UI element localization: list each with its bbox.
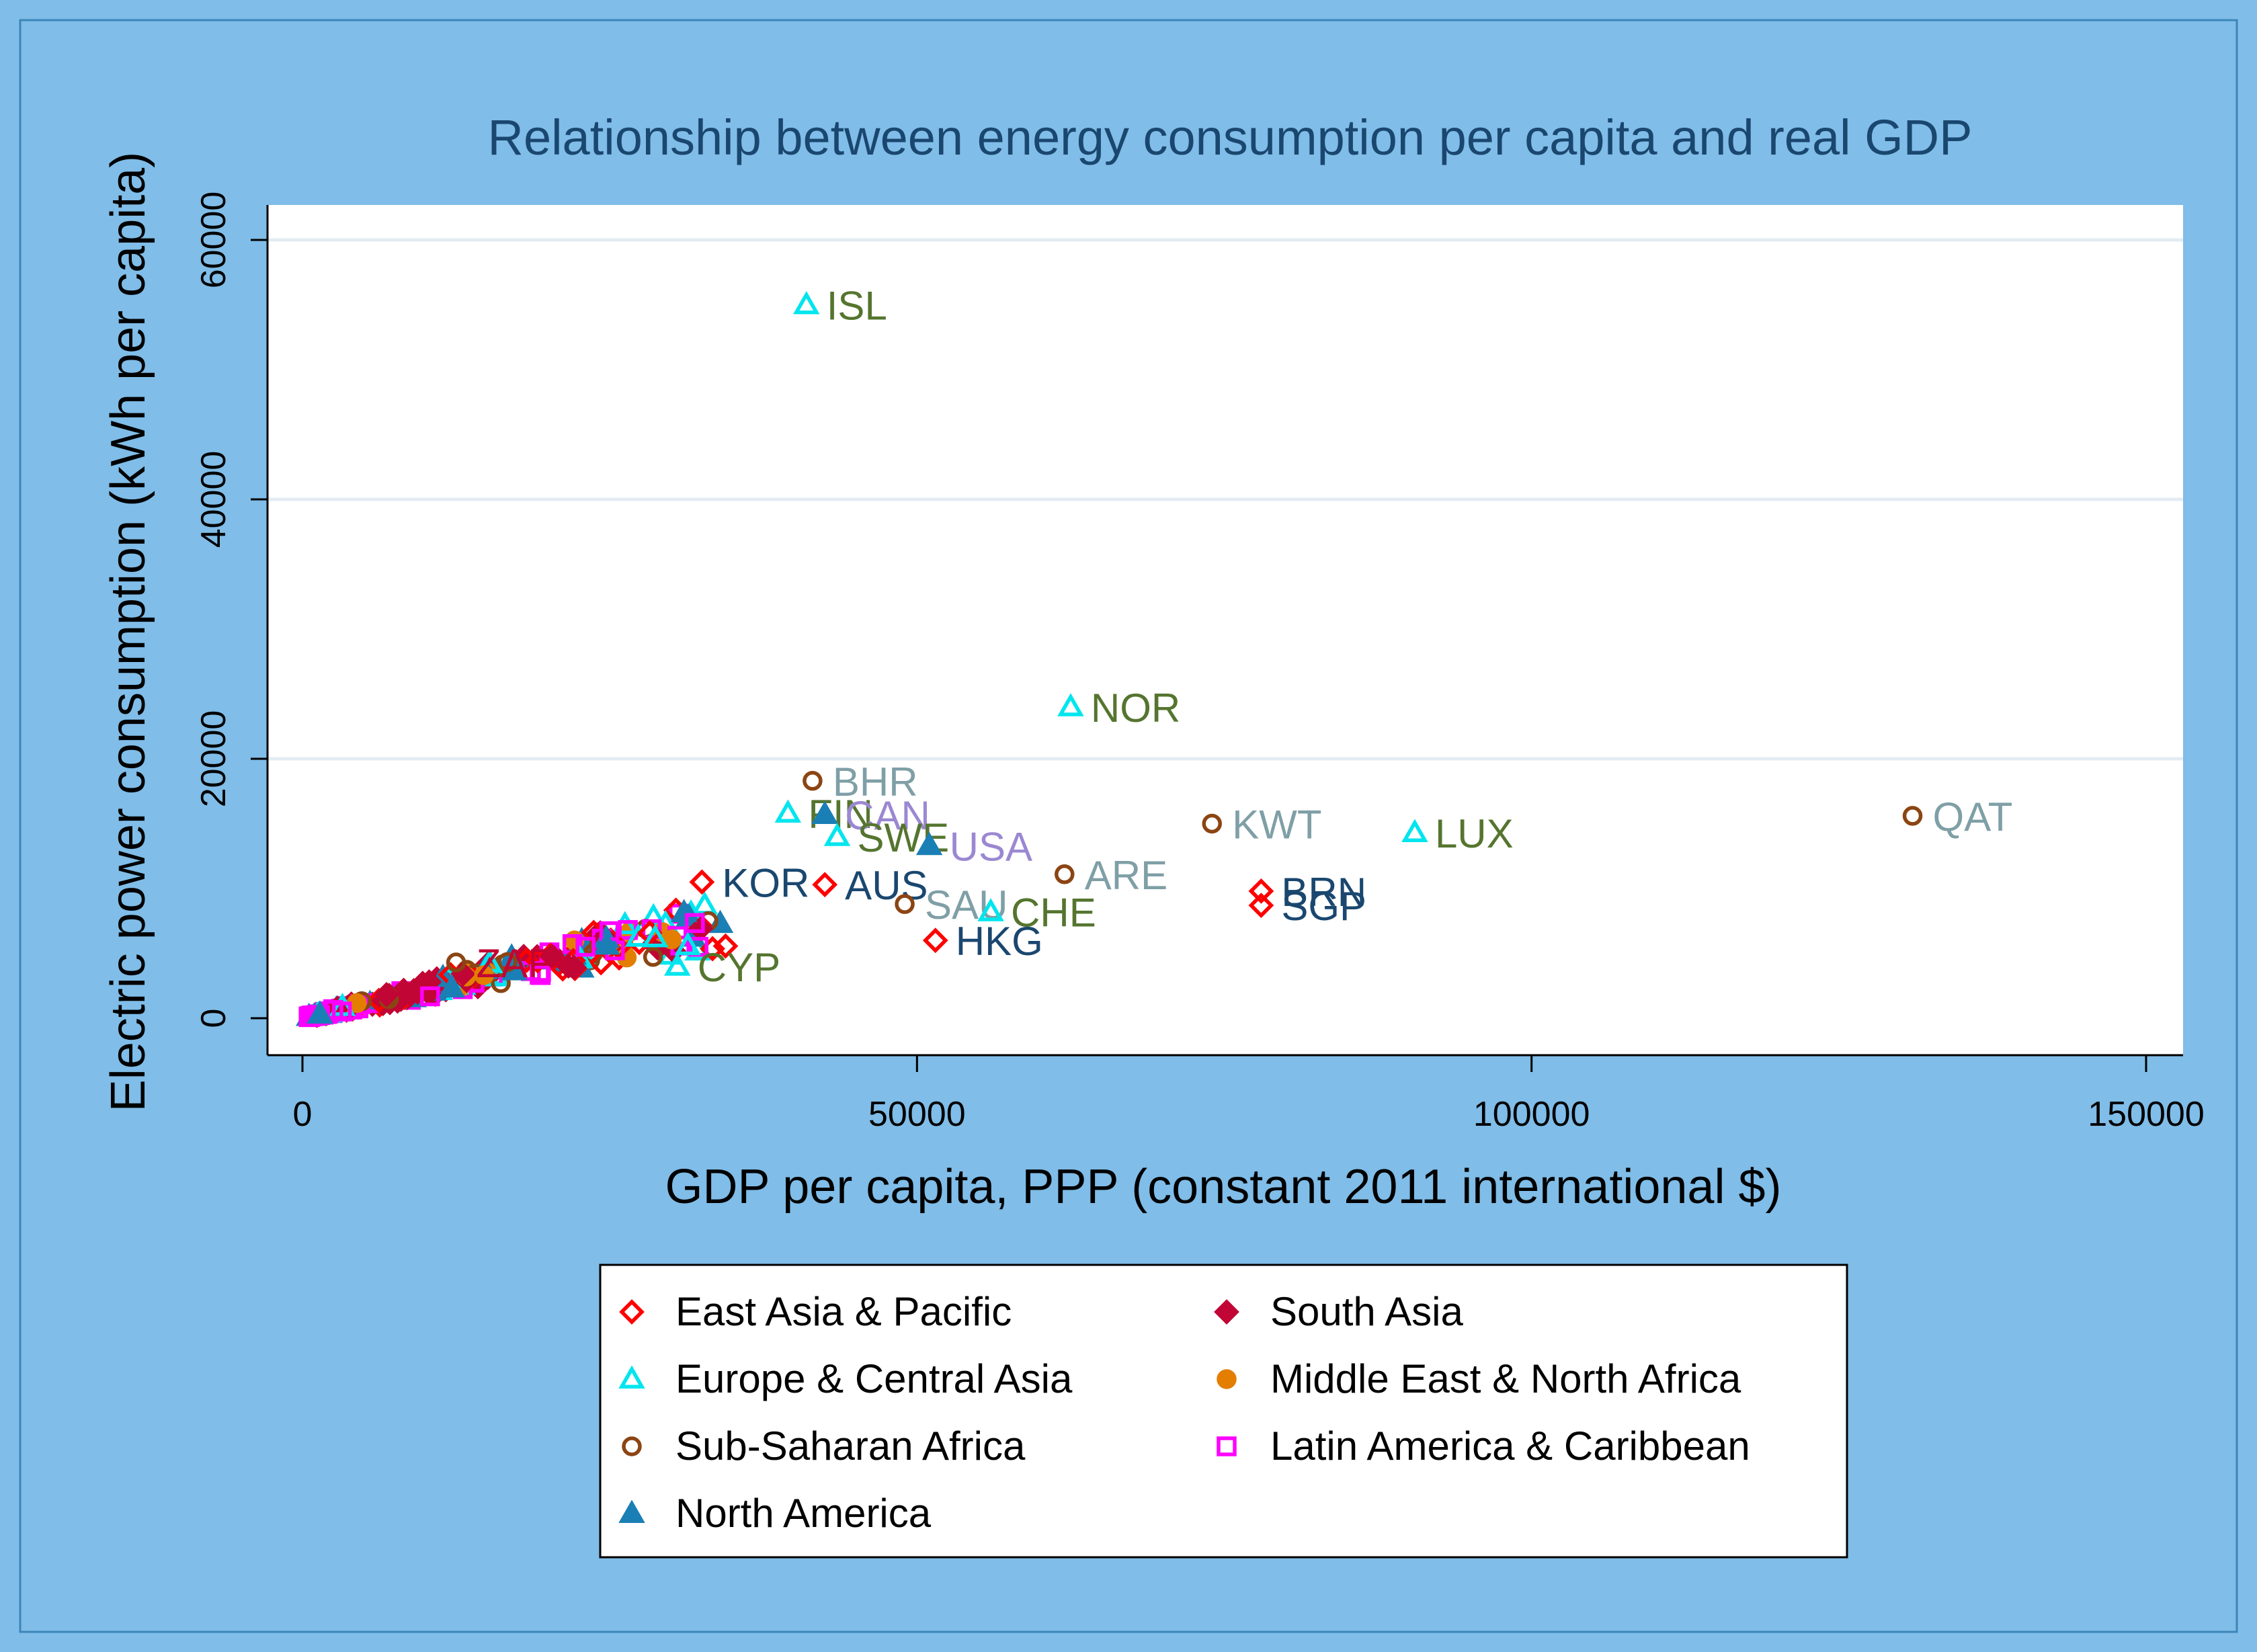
- point-label: CHE: [1011, 891, 1096, 936]
- x-tick-label: 50000: [868, 1095, 966, 1134]
- cluster-point: [331, 1001, 352, 1022]
- legend-marker: [1214, 1299, 1239, 1325]
- outer-border: [19, 19, 2238, 1633]
- point-label: LUX: [1435, 811, 1514, 856]
- point-label: KOR: [722, 860, 809, 905]
- y-tick-label: 60000: [194, 192, 233, 289]
- legend-item: Europe & Central Asia: [618, 1356, 1073, 1401]
- dense-cluster: [295, 891, 739, 1028]
- legend-label: Sub-Saharan Africa: [675, 1423, 1026, 1469]
- grid-lines: [268, 238, 2183, 761]
- cluster-point: [561, 954, 587, 981]
- point-label: ISL: [827, 284, 887, 329]
- legend-label: Europe & Central Asia: [675, 1356, 1073, 1401]
- point-label: QAT: [1933, 794, 2013, 839]
- y-tick-label: 20000: [194, 710, 233, 808]
- cluster-point: [685, 913, 705, 934]
- legend-item: North America: [618, 1491, 932, 1536]
- data-point-cyp: CYP: [664, 945, 780, 990]
- data-point-che: CHE: [977, 891, 1096, 936]
- data-point-lux: LUX: [1401, 811, 1514, 856]
- legend-marker: [618, 1365, 645, 1389]
- data-point-are: ARE: [1055, 853, 1167, 898]
- cluster-point: [674, 932, 702, 956]
- legend-label: South Asia: [1270, 1289, 1464, 1334]
- x-axis: 0 50000 100000 150000: [268, 1054, 2205, 1134]
- cluster-point: [575, 936, 596, 957]
- legend: East Asia & Pacific South Asia Europe & Ce…: [618, 1289, 1750, 1536]
- cluster-point: [643, 947, 663, 967]
- y-axis: 0 20000 40000 60000: [194, 192, 269, 1055]
- data-point-can: CAN: [811, 793, 930, 838]
- y-axis-label: Electric power consumption (kWh per capi…: [101, 152, 155, 1112]
- data-point-aus: AUS: [812, 863, 928, 908]
- cluster-point: [420, 986, 440, 1007]
- x-tick-label: 150000: [2088, 1095, 2205, 1134]
- legend-item: Latin America & Caribbean: [1217, 1423, 1750, 1469]
- point-label: ARE: [1085, 853, 1167, 898]
- point-label: USA: [950, 824, 1032, 869]
- point-label: BRN: [1281, 870, 1366, 915]
- cluster-point: [642, 923, 669, 948]
- data-point-qat: QAT: [1902, 794, 2013, 839]
- legend-label: East Asia & Pacific: [675, 1289, 1012, 1334]
- data-point-isl: ISL: [793, 284, 887, 329]
- legend-label: Middle East & North Africa: [1270, 1356, 1741, 1401]
- legend-marker: [1217, 1436, 1237, 1456]
- cluster-point: [438, 974, 466, 998]
- point-label: ZAF: [477, 941, 552, 986]
- point-label: KWT: [1232, 802, 1321, 848]
- cluster-point: [374, 982, 399, 1007]
- legend-marker: [619, 1299, 645, 1325]
- data-point-zaf: ZAF: [446, 941, 552, 986]
- cluster-point: [530, 964, 550, 985]
- legend-marker: [622, 1436, 642, 1456]
- x-axis-label: GDP per capita, PPP (constant 2011 inter…: [665, 1160, 1782, 1214]
- data-point-sgp: SGP: [1248, 884, 1366, 929]
- cluster-point: [593, 931, 620, 955]
- cluster-point: [474, 965, 494, 985]
- legend-item: South Asia: [1214, 1289, 1464, 1334]
- legend-item: East Asia & Pacific: [619, 1289, 1012, 1334]
- x-tick-label: 100000: [1473, 1095, 1590, 1134]
- plot-area: [268, 205, 2183, 1055]
- legend-label: Latin America & Caribbean: [1270, 1423, 1750, 1469]
- cluster-point: [497, 952, 518, 973]
- point-label: HKG: [956, 919, 1043, 964]
- data-point-hkg: HKG: [922, 919, 1043, 964]
- x-tick-label: 0: [293, 1095, 313, 1134]
- point-label: NOR: [1091, 686, 1180, 731]
- cluster-point: [491, 973, 511, 993]
- data-point-kor: KOR: [689, 860, 809, 905]
- legend-marker: [618, 1499, 645, 1523]
- chart-title: Relationship between energy consumption …: [488, 110, 1973, 165]
- legend-marker: [1217, 1369, 1237, 1389]
- legend-label: North America: [675, 1491, 932, 1536]
- y-tick-label: 0: [194, 1009, 233, 1028]
- data-point-bhr: BHR: [803, 759, 918, 804]
- point-label: AUS: [845, 863, 928, 908]
- cluster-point: [539, 943, 565, 969]
- legend-item: Sub-Saharan Africa: [622, 1423, 1026, 1469]
- legend-item: Middle East & North Africa: [1217, 1356, 1741, 1401]
- point-label: CYP: [698, 945, 780, 990]
- point-label: CAN: [845, 793, 930, 838]
- data-point-nor: NOR: [1057, 686, 1180, 731]
- data-point-brn: BRN: [1248, 870, 1366, 915]
- cluster-point: [306, 1000, 333, 1024]
- point-label: BHR: [833, 759, 918, 804]
- data-point-kwt: KWT: [1202, 802, 1322, 848]
- data-point-usa: USA: [915, 824, 1032, 869]
- point-label: SGP: [1281, 884, 1366, 929]
- y-tick-label: 40000: [194, 451, 233, 548]
